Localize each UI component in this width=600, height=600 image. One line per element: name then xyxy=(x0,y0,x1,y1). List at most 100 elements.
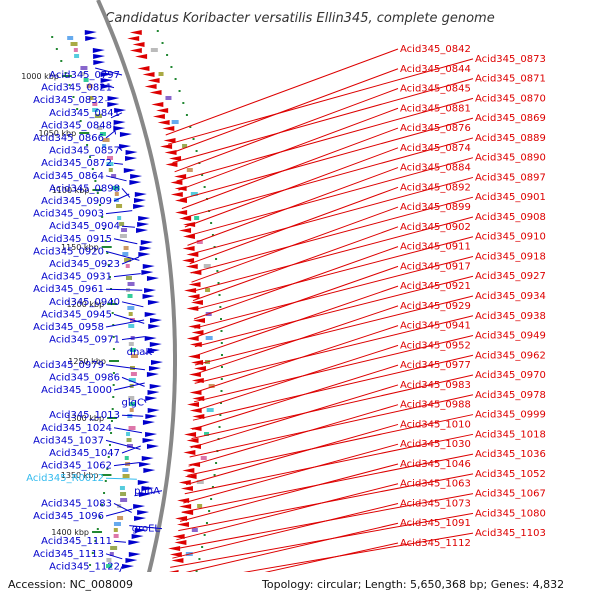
gene-label[interactable]: Acid345_0841 xyxy=(49,108,120,119)
gene-label[interactable]: glgC xyxy=(122,398,144,409)
gene-label[interactable]: Acid345_1113 xyxy=(33,549,104,560)
gene-label[interactable]: dnaK xyxy=(127,347,153,358)
gene-label[interactable]: Acid345_0909 xyxy=(41,196,112,207)
gene-label[interactable]: Acid345_1000 xyxy=(41,385,112,396)
gene-label[interactable]: Acid345_0920 xyxy=(33,246,104,257)
gene-label[interactable]: Acid345_1047 xyxy=(49,448,120,459)
gene-label[interactable]: Acid345_0988 xyxy=(400,400,471,411)
gene-label[interactable]: Acid345_0845 xyxy=(400,84,471,95)
gene-label[interactable]: Acid345_1080 xyxy=(475,508,546,519)
gene-label[interactable]: Acid345_0889 xyxy=(475,133,546,144)
dotted-guide xyxy=(215,462,218,464)
gene-label[interactable]: Acid345_1030 xyxy=(400,439,471,450)
gene-label[interactable]: Acid345_1122 xyxy=(49,561,120,572)
gene-label[interactable]: Acid345_0917 xyxy=(400,261,471,272)
gene-label[interactable]: Acid345_1112 xyxy=(400,538,471,549)
gene-label[interactable]: Acid345_0910 xyxy=(475,232,546,243)
gene-label[interactable]: Acid345_0899 xyxy=(400,202,471,213)
gene-label[interactable]: Acid345_1083 xyxy=(41,498,112,509)
gene-label[interactable]: Acid345_0876 xyxy=(400,123,471,134)
gene-label[interactable]: phhA xyxy=(134,486,160,497)
gene-label[interactable]: Acid345_0921 xyxy=(400,281,471,292)
gene-label[interactable]: Acid345_0842 xyxy=(400,44,471,55)
gene-label[interactable]: Acid345_0864 xyxy=(33,171,104,182)
gene-label[interactable]: Acid345_0983 xyxy=(400,380,471,391)
gene-label[interactable]: Acid345_0897 xyxy=(475,172,546,183)
gene-label[interactable]: Acid345_0961 xyxy=(33,284,104,295)
gene-label[interactable]: Acid345_0938 xyxy=(475,311,546,322)
gene-label[interactable]: Acid345_0844 xyxy=(400,64,471,75)
gene-label[interactable]: Acid345_0832 xyxy=(33,95,104,106)
gene-label[interactable]: Acid345_1091 xyxy=(400,518,471,529)
gene-label[interactable]: groEL xyxy=(132,524,161,535)
gene-label[interactable]: Acid345_1010 xyxy=(400,419,471,430)
label-leader xyxy=(190,384,399,449)
gene-label[interactable]: Acid345_1018 xyxy=(475,429,546,440)
forward-gene-arrow xyxy=(134,192,147,197)
gene-label[interactable]: Acid345_1037 xyxy=(33,435,104,446)
gene-label[interactable]: Acid345_0870 xyxy=(475,93,546,104)
gene-label[interactable]: Acid345_0949 xyxy=(475,331,546,342)
gene-label[interactable]: Acid345_0958 xyxy=(33,322,104,333)
gene-label[interactable]: Acid345_0892 xyxy=(400,182,471,193)
gene-label[interactable]: Acid345_0970 xyxy=(475,370,546,381)
gene-label[interactable]: Acid345_1067 xyxy=(475,489,546,500)
tick-label: 1200 kbp xyxy=(67,300,105,309)
gene-label[interactable]: Acid345_0821 xyxy=(41,83,112,94)
gene-label[interactable]: Acid345_1052 xyxy=(475,469,546,480)
gene-label[interactable]: Acid345_1096 xyxy=(33,511,104,522)
gene-label[interactable]: Acid345_0871 xyxy=(475,74,546,85)
gene-label[interactable]: Acid345_0952 xyxy=(400,340,471,351)
gene-label[interactable]: Acid345_0866 xyxy=(33,133,104,144)
gene-label[interactable]: Acid345_1073 xyxy=(400,498,471,509)
gene-label[interactable]: Acid345_1111 xyxy=(41,536,112,547)
gene-label[interactable]: Acid345_0908 xyxy=(475,212,546,223)
gene-label[interactable]: Acid345_0962 xyxy=(475,350,546,361)
dotted-guide xyxy=(111,312,114,314)
gene-label[interactable]: Acid345_0797 xyxy=(49,70,120,81)
gene-label[interactable]: Acid345_1013 xyxy=(49,410,120,421)
gene-label[interactable]: Acid345_0945 xyxy=(41,309,112,320)
dotted-guide xyxy=(220,390,223,392)
gene-label[interactable]: Acid345_0911 xyxy=(400,242,471,253)
gene-label[interactable]: Acid345_1036 xyxy=(475,449,546,460)
gene-label[interactable]: Acid345_1024 xyxy=(41,423,112,434)
gene-label[interactable]: Acid345_0884 xyxy=(400,163,471,174)
forward-gene-arrow xyxy=(142,438,155,443)
gene-label[interactable]: Acid345_0999 xyxy=(475,410,546,421)
gene-label[interactable]: Acid345_0902 xyxy=(400,222,471,233)
gene-label[interactable]: Acid345_1046 xyxy=(400,459,471,470)
label-leader xyxy=(121,225,135,228)
gene-label[interactable]: Acid345_0903 xyxy=(33,209,104,220)
feature-block xyxy=(122,252,129,256)
gene-label[interactable]: Acid345_1063 xyxy=(400,479,471,490)
gene-label[interactable]: Acid345_0929 xyxy=(400,301,471,312)
gene-label[interactable]: Acid345_1103 xyxy=(475,528,546,539)
gene-label[interactable]: Acid345_0923 xyxy=(49,259,120,270)
gene-label[interactable]: Acid345_0986 xyxy=(49,372,120,383)
gene-label[interactable]: Acid345_0979 xyxy=(33,360,104,371)
gene-label[interactable]: Acid345_0934 xyxy=(475,291,546,302)
gene-label[interactable]: Acid345_0971 xyxy=(49,335,120,346)
gene-label[interactable]: Acid345_0857 xyxy=(49,146,120,157)
gene-label[interactable]: Acid345_0890 xyxy=(475,153,546,164)
gene-label[interactable]: Acid345_0898 xyxy=(49,183,120,194)
gene-label[interactable]: Acid345_0904 xyxy=(49,221,120,232)
gene-label[interactable]: Acid345_0978 xyxy=(475,390,546,401)
gene-label[interactable]: Acid345_0941 xyxy=(400,321,471,332)
gene-label[interactable]: Acid345_0873 xyxy=(475,54,546,65)
gene-label[interactable]: Acid345_0915 xyxy=(41,234,112,245)
gene-label[interactable]: Acid345_0977 xyxy=(400,360,471,371)
gene-label[interactable]: Acid345_0901 xyxy=(475,192,546,203)
gene-label[interactable]: Acid345_0869 xyxy=(475,113,546,124)
gene-label[interactable]: Acid345_0931 xyxy=(41,272,112,283)
gene-label[interactable]: Acid345_0940 xyxy=(49,297,120,308)
gene-label[interactable]: Acid345_R0012 xyxy=(26,473,104,484)
gene-label[interactable]: Acid345_0872 xyxy=(41,158,112,169)
gene-label[interactable]: Acid345_0874 xyxy=(400,143,471,154)
gene-label[interactable]: Acid345_0918 xyxy=(475,251,546,262)
gene-label[interactable]: Acid345_1062 xyxy=(41,461,112,472)
gene-label[interactable]: Acid345_0927 xyxy=(475,271,546,282)
gene-label[interactable]: Acid345_0848 xyxy=(41,120,112,131)
gene-label[interactable]: Acid345_0881 xyxy=(400,103,471,114)
